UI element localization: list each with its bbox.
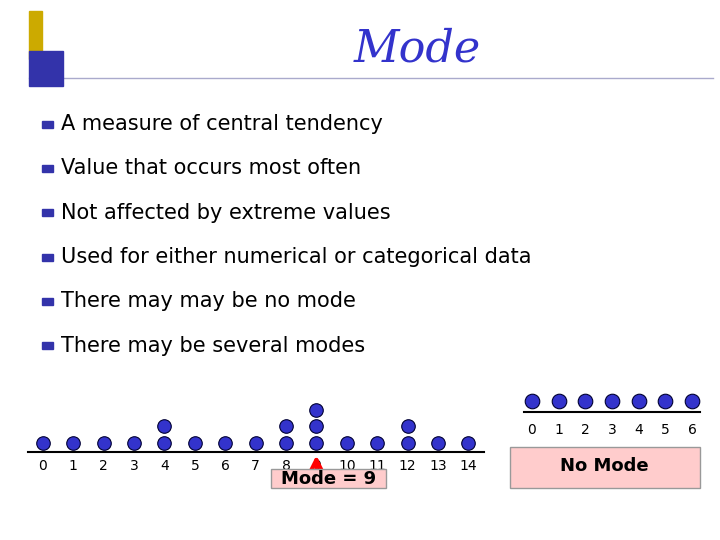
Text: Not affected by extreme values: Not affected by extreme values: [61, 202, 391, 223]
Text: 6: 6: [221, 459, 230, 473]
Bar: [29, 11, 42, 59]
Bar: [42, 120, 53, 127]
Point: [280, 422, 292, 430]
Point: [310, 406, 322, 414]
Text: A measure of central tendency: A measure of central tendency: [61, 114, 383, 134]
Bar: [29, 51, 63, 86]
Point: [220, 438, 231, 447]
Text: 1: 1: [554, 423, 563, 437]
Point: [341, 438, 353, 447]
FancyBboxPatch shape: [510, 447, 700, 488]
Point: [280, 438, 292, 447]
Point: [310, 438, 322, 447]
Text: 3: 3: [608, 423, 616, 437]
Point: [37, 438, 49, 447]
Point: [310, 422, 322, 430]
Point: [606, 396, 618, 405]
Text: 7: 7: [251, 459, 260, 473]
Point: [98, 438, 109, 447]
Point: [553, 396, 564, 405]
Text: There may may be no mode: There may may be no mode: [61, 291, 356, 312]
Point: [526, 396, 538, 405]
Point: [402, 422, 413, 430]
Point: [432, 438, 444, 447]
Bar: [42, 165, 53, 172]
Text: Mode: Mode: [354, 27, 481, 70]
Text: Mode = 9: Mode = 9: [281, 470, 376, 488]
Text: 3: 3: [130, 459, 138, 473]
Point: [158, 438, 170, 447]
Text: 10: 10: [338, 459, 356, 473]
Point: [158, 422, 170, 430]
Text: 0: 0: [527, 423, 536, 437]
Point: [250, 438, 261, 447]
Text: 4: 4: [634, 423, 643, 437]
Text: 11: 11: [369, 459, 386, 473]
Point: [580, 396, 591, 405]
Point: [68, 438, 79, 447]
FancyBboxPatch shape: [271, 469, 386, 488]
Text: 0: 0: [38, 459, 48, 473]
Text: Used for either numerical or categorical data: Used for either numerical or categorical…: [61, 247, 531, 267]
Text: 1: 1: [69, 459, 78, 473]
Text: Value that occurs most often: Value that occurs most often: [61, 158, 361, 179]
Text: 13: 13: [429, 459, 446, 473]
Bar: [42, 298, 53, 305]
Text: 2: 2: [99, 459, 108, 473]
Text: 8: 8: [282, 459, 290, 473]
Text: 5: 5: [191, 459, 199, 473]
Text: 5: 5: [661, 423, 670, 437]
Text: There may be several modes: There may be several modes: [61, 335, 365, 356]
Point: [686, 396, 698, 405]
Point: [189, 438, 201, 447]
Point: [660, 396, 671, 405]
Text: 14: 14: [459, 459, 477, 473]
Text: No Mode: No Mode: [560, 457, 649, 475]
Text: 4: 4: [160, 459, 168, 473]
Bar: [42, 342, 53, 349]
Bar: [42, 209, 53, 216]
Text: 9: 9: [312, 459, 321, 473]
Text: 6: 6: [688, 423, 697, 437]
Point: [402, 438, 413, 447]
Point: [633, 396, 644, 405]
Point: [128, 438, 140, 447]
Text: 12: 12: [399, 459, 416, 473]
Bar: [42, 253, 53, 260]
Text: 2: 2: [581, 423, 590, 437]
Point: [462, 438, 474, 447]
Point: [372, 438, 383, 447]
